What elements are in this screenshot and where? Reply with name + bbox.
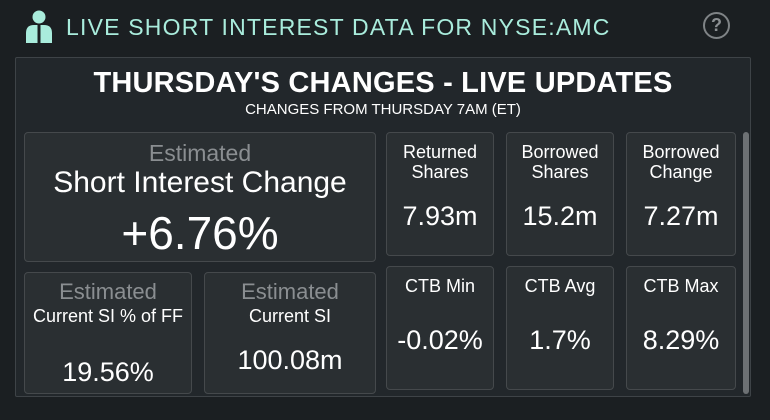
short-interest-change-card: Estimated Short Interest Change +6.76% bbox=[24, 132, 376, 262]
person-logo-icon bbox=[26, 10, 52, 43]
borrowed-change-card: Borrowed Change 7.27m bbox=[626, 132, 736, 256]
borrowed-change-value: 7.27m bbox=[643, 201, 719, 231]
changes-panel: THURSDAY'S CHANGES - LIVE UPDATES CHANGE… bbox=[15, 57, 751, 397]
ctb-max-label: CTB Max bbox=[643, 276, 719, 296]
current-si-card: Estimated Current SI 100.08m bbox=[204, 272, 376, 394]
estimated-label: Estimated bbox=[241, 279, 339, 304]
ctb-min-card: CTB Min -0.02% bbox=[386, 266, 494, 390]
scrollbar[interactable] bbox=[743, 132, 749, 394]
ctb-avg-label: CTB Avg bbox=[524, 276, 596, 296]
current-si-label: Current SI bbox=[248, 306, 332, 326]
app-header: LIVE SHORT INTEREST DATA FOR NYSE:AMC ? bbox=[0, 0, 770, 52]
help-icon[interactable]: ? bbox=[703, 12, 730, 39]
ctb-avg-value: 1.7% bbox=[529, 325, 591, 355]
returned-shares-card: Returned Shares 7.93m bbox=[386, 132, 494, 256]
current-si-value: 100.08m bbox=[237, 345, 343, 375]
returned-shares-label: Returned Shares bbox=[402, 142, 478, 182]
page-title: LIVE SHORT INTEREST DATA FOR NYSE:AMC bbox=[66, 14, 611, 40]
ctb-min-label: CTB Min bbox=[404, 276, 475, 296]
returned-shares-value: 7.93m bbox=[402, 201, 478, 231]
current-si-ff-label: Current SI % of FF bbox=[32, 306, 184, 326]
ctb-max-value: 8.29% bbox=[642, 325, 720, 355]
short-interest-change-label: Short Interest Change bbox=[53, 166, 347, 199]
ctb-min-value: -0.02% bbox=[397, 325, 483, 355]
panel-title: THURSDAY'S CHANGES - LIVE UPDATES bbox=[93, 67, 673, 99]
current-si-ff-card: Estimated Current SI % of FF 19.56% bbox=[24, 272, 192, 394]
panel-subtitle: CHANGES FROM THURSDAY 7AM (ET) bbox=[245, 101, 521, 118]
current-si-ff-value: 19.56% bbox=[62, 357, 154, 387]
ctb-avg-card: CTB Avg 1.7% bbox=[506, 266, 614, 390]
short-interest-change-value: +6.76% bbox=[121, 207, 279, 259]
estimated-label: Estimated bbox=[59, 279, 157, 304]
estimated-label: Estimated bbox=[148, 140, 252, 166]
borrowed-change-label: Borrowed Change bbox=[642, 142, 720, 182]
borrowed-shares-value: 15.2m bbox=[522, 201, 598, 231]
ctb-max-card: CTB Max 8.29% bbox=[626, 266, 736, 390]
borrowed-shares-label: Borrowed Shares bbox=[521, 142, 599, 182]
borrowed-shares-card: Borrowed Shares 15.2m bbox=[506, 132, 614, 256]
